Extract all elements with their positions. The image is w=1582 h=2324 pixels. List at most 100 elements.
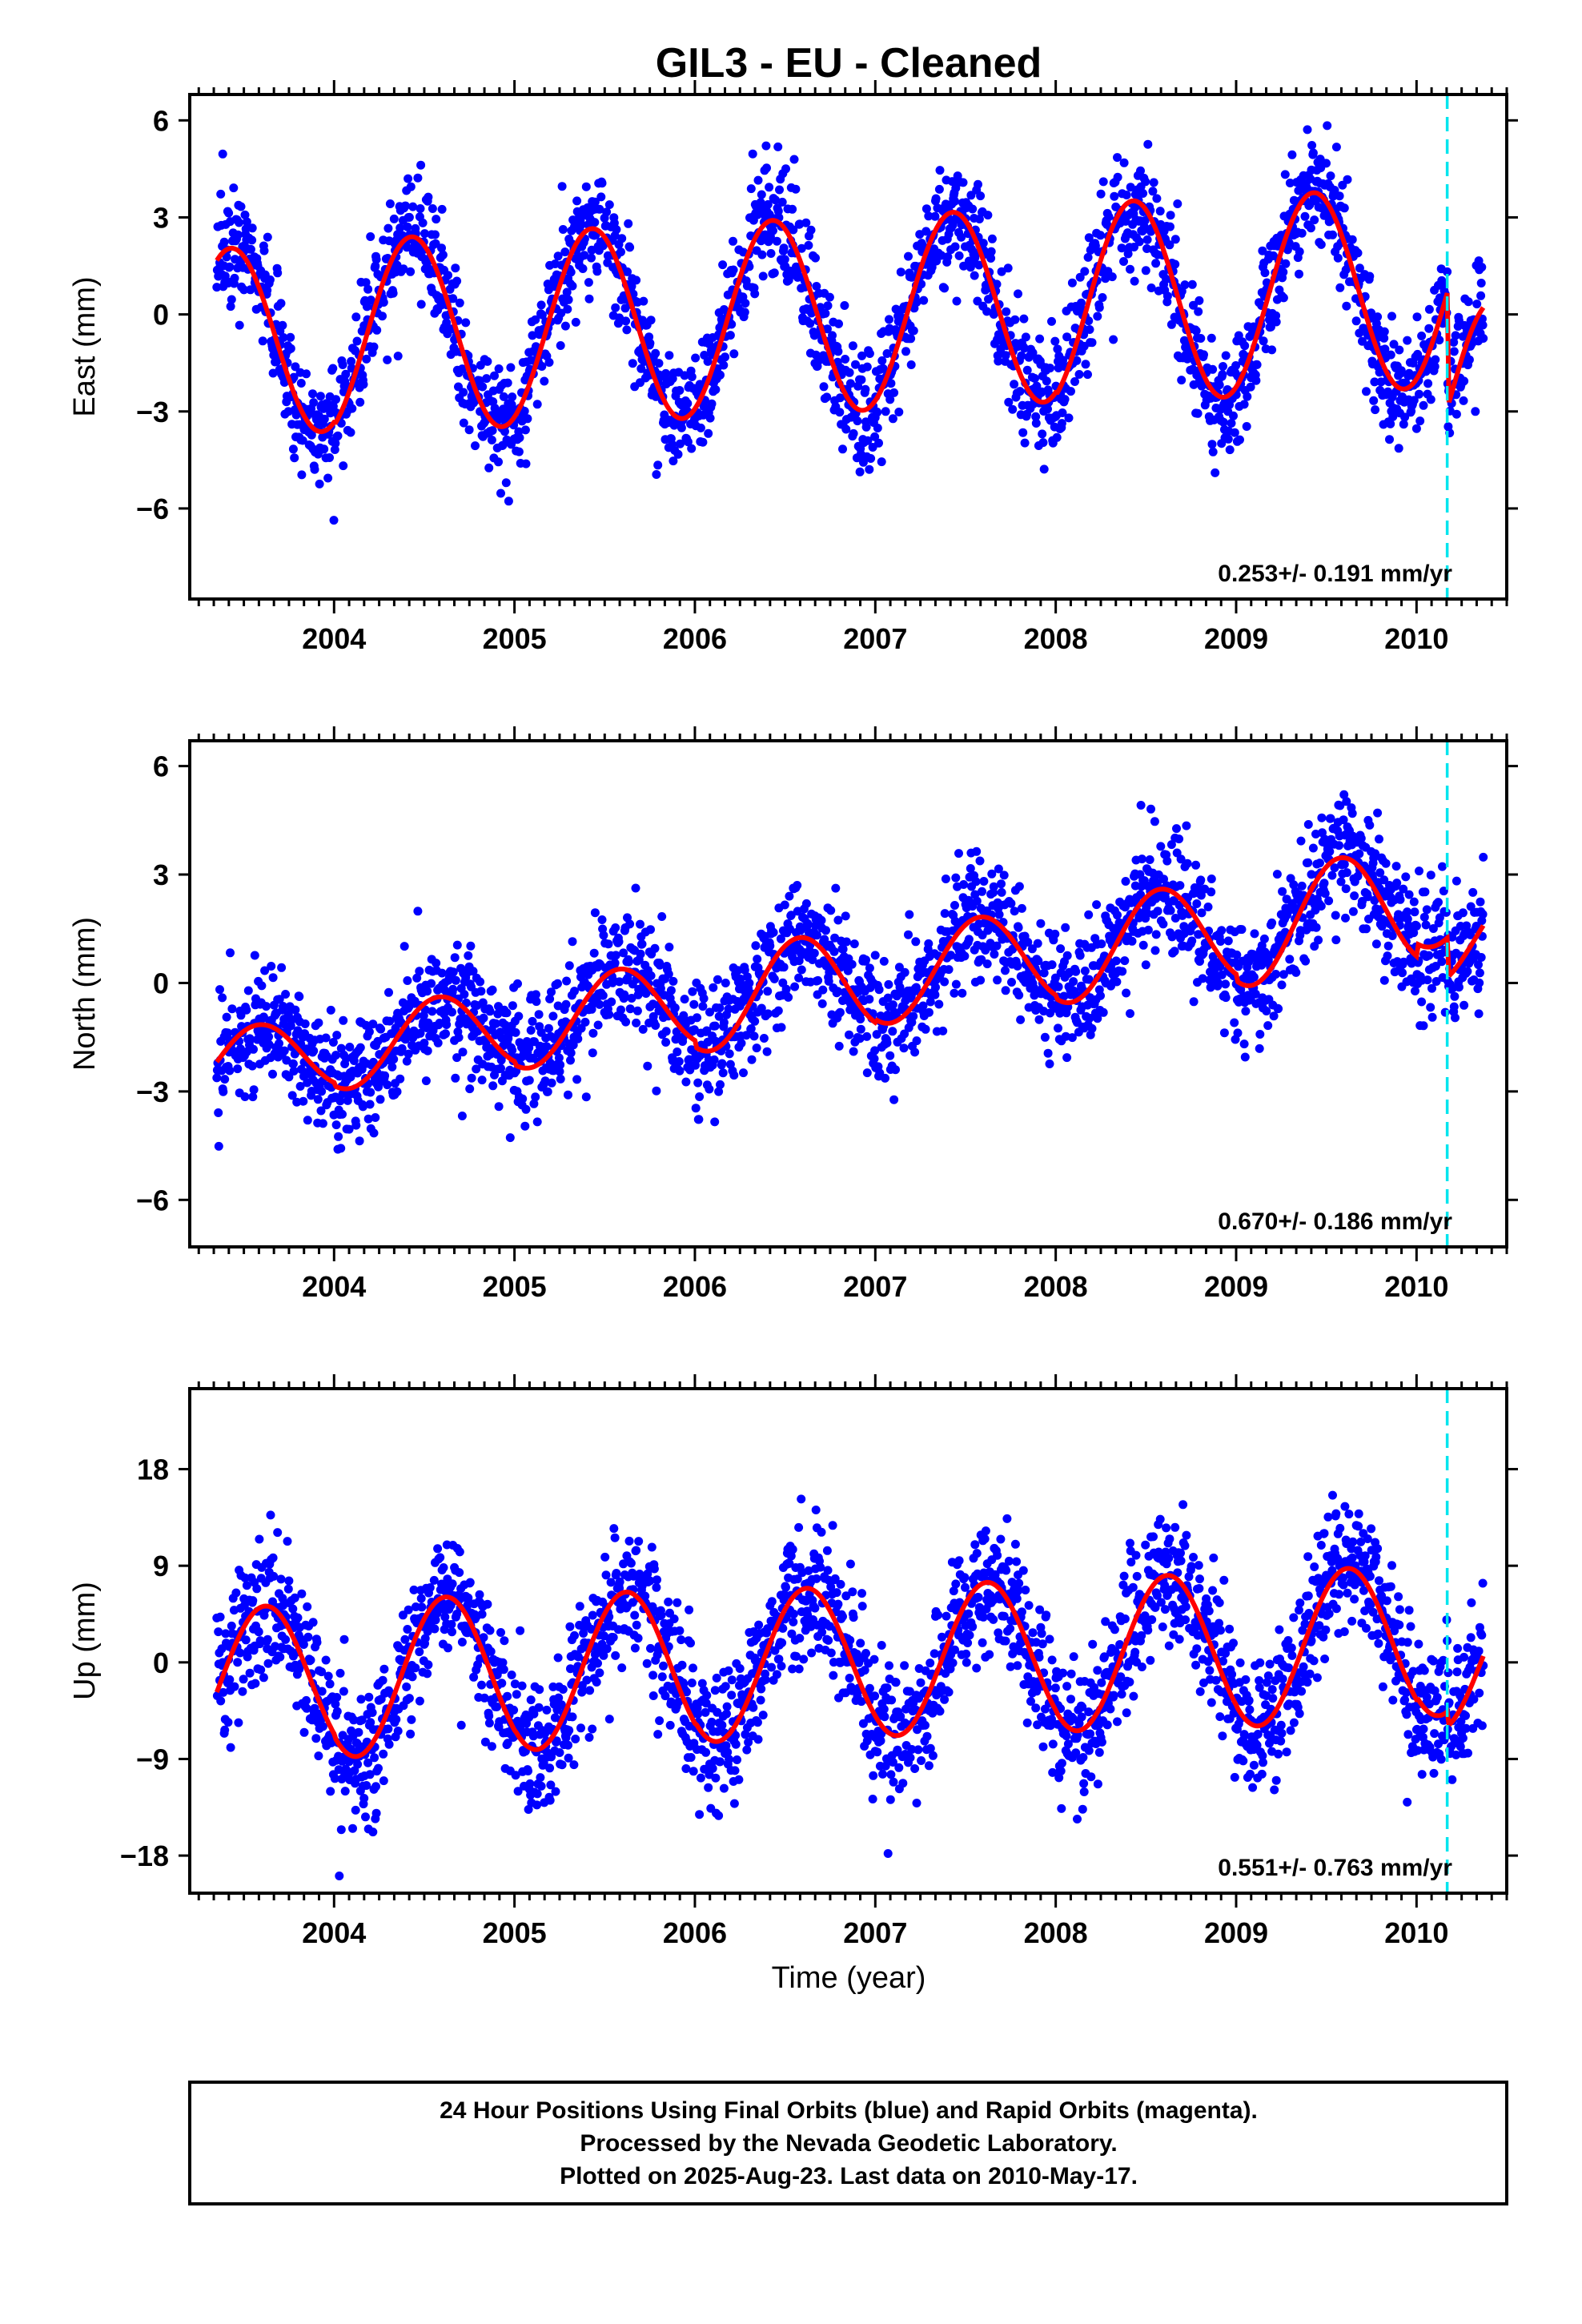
- data-point: [385, 199, 395, 208]
- data-point: [1320, 889, 1330, 899]
- data-point: [1351, 316, 1361, 326]
- data-point: [750, 1016, 760, 1026]
- data-point: [220, 271, 230, 281]
- data-point: [1472, 300, 1482, 309]
- data-point: [921, 227, 931, 236]
- data-point: [1289, 880, 1299, 890]
- data-point: [604, 939, 613, 949]
- data-point: [845, 1030, 853, 1039]
- data-point: [1122, 191, 1131, 199]
- data-point: [1126, 1009, 1134, 1019]
- data-point: [804, 240, 813, 250]
- data-point: [899, 1043, 909, 1053]
- data-point: [746, 1024, 756, 1033]
- data-point: [564, 1090, 572, 1100]
- data-point: [656, 983, 665, 993]
- data-point: [1399, 884, 1408, 894]
- data-point: [263, 232, 272, 242]
- data-point: [319, 444, 329, 454]
- data-point: [560, 247, 570, 257]
- data-point: [841, 937, 851, 947]
- data-point: [1098, 1007, 1108, 1017]
- data-point: [1153, 907, 1162, 916]
- data-point: [416, 204, 425, 213]
- data-point: [1380, 344, 1390, 354]
- data-point: [1387, 312, 1396, 321]
- data-point: [1383, 941, 1393, 951]
- data-point: [1067, 278, 1077, 287]
- data-point: [537, 362, 547, 371]
- data-point: [1459, 396, 1468, 405]
- data-point: [703, 356, 713, 366]
- data-point: [590, 218, 600, 227]
- data-point: [1214, 979, 1223, 989]
- data-point: [268, 368, 278, 378]
- data-point: [758, 271, 768, 281]
- data-point: [716, 1080, 725, 1089]
- data-point: [788, 204, 797, 214]
- data-point: [1001, 986, 1010, 995]
- data-point: [1415, 389, 1423, 399]
- data-point: [835, 408, 845, 417]
- data-point: [992, 941, 1002, 951]
- data-point: [1148, 187, 1158, 196]
- data-point: [661, 1038, 671, 1047]
- data-point: [848, 341, 857, 351]
- data-point: [666, 986, 676, 995]
- data-point: [295, 992, 304, 1001]
- data-point: [1211, 468, 1220, 477]
- data-point: [1087, 1023, 1097, 1033]
- data-point: [1006, 899, 1016, 908]
- data-point: [971, 877, 981, 887]
- data-point: [1477, 263, 1487, 272]
- data-point: [488, 985, 497, 995]
- data-point: [831, 883, 841, 893]
- data-point: [624, 219, 633, 228]
- y-tick-label: −3: [136, 396, 169, 428]
- data-point: [1053, 344, 1062, 354]
- data-point: [889, 1095, 899, 1104]
- data-point: [570, 987, 579, 996]
- data-point: [364, 1027, 374, 1036]
- data-point: [246, 1035, 255, 1044]
- data-point: [596, 192, 606, 202]
- data-point: [488, 1081, 498, 1091]
- data-point: [1119, 257, 1128, 266]
- data-point: [1187, 279, 1197, 289]
- data-point: [838, 944, 848, 954]
- data-point: [870, 951, 880, 960]
- data-point: [1419, 912, 1429, 922]
- data-point: [508, 392, 517, 402]
- data-point: [1325, 846, 1335, 856]
- data-point: [383, 1080, 392, 1090]
- data-point: [1411, 987, 1419, 995]
- data-point: [455, 298, 464, 308]
- data-point: [1109, 335, 1118, 344]
- data-point: [402, 1056, 412, 1066]
- data-point: [849, 939, 859, 949]
- data-point: [1134, 237, 1144, 247]
- data-point: [1175, 881, 1185, 891]
- data-point: [1104, 212, 1114, 222]
- data-point: [772, 236, 781, 246]
- data-point: [555, 1067, 564, 1076]
- data-point: [865, 963, 874, 973]
- data-point: [286, 332, 295, 342]
- data-point: [448, 984, 458, 994]
- data-point: [548, 1011, 558, 1021]
- data-point: [881, 1073, 889, 1083]
- data-point: [556, 1060, 565, 1070]
- data-point: [841, 424, 851, 434]
- data-point: [412, 973, 422, 983]
- data-point: [239, 285, 249, 295]
- data-point: [1449, 337, 1459, 347]
- data-point: [1113, 911, 1122, 920]
- data-point: [1300, 211, 1310, 221]
- data-point: [1263, 1021, 1273, 1031]
- data-point: [994, 910, 1004, 919]
- data-point: [1237, 925, 1247, 935]
- data-point: [748, 149, 757, 159]
- data-point: [691, 1060, 701, 1070]
- data-point: [1347, 809, 1357, 818]
- data-point: [263, 286, 272, 295]
